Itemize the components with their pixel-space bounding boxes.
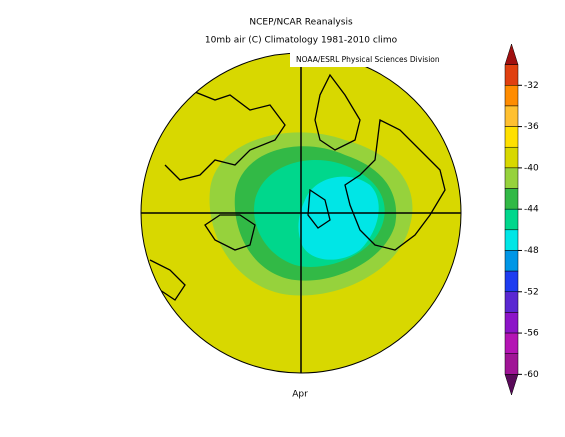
colorbar-segment bbox=[504, 146, 519, 169]
colorbar-segment bbox=[504, 43, 519, 65]
colorbar-segment bbox=[504, 353, 519, 375]
period-label: Apr bbox=[292, 390, 308, 400]
colorbar-label: -44 bbox=[524, 205, 539, 215]
colorbar-segment bbox=[504, 229, 519, 251]
colorbar-label: -60 bbox=[524, 370, 539, 380]
colorbar-segment bbox=[504, 167, 519, 189]
colorbar-segment bbox=[504, 64, 519, 86]
colorbar: -32 -36 -40 -44 -48 -52 -56 -60 bbox=[504, 43, 539, 396]
colorbar-label: -40 bbox=[524, 163, 539, 173]
colorbar-segment bbox=[504, 312, 519, 334]
colorbar-segment bbox=[504, 188, 519, 210]
colorbar-label: -48 bbox=[524, 246, 539, 256]
colorbar-segment bbox=[504, 105, 519, 127]
colorbar-segment bbox=[504, 270, 519, 293]
subtitle: 10mb air (C) Climatology 1981-2010 climo bbox=[205, 36, 398, 46]
colorbar-label: -36 bbox=[524, 122, 539, 132]
attribution-box bbox=[290, 52, 466, 67]
colorbar-label: -56 bbox=[524, 329, 539, 339]
colorbar-segment bbox=[504, 374, 519, 396]
colorbar-segment bbox=[504, 291, 519, 313]
colorbar-segment bbox=[504, 208, 519, 231]
colorbar-label: -52 bbox=[524, 287, 539, 297]
field-contour bbox=[298, 176, 379, 260]
colorbar-segment bbox=[504, 85, 519, 107]
colorbar-label: -32 bbox=[524, 81, 539, 91]
colorbar-segment bbox=[504, 126, 519, 148]
colorbar-segment bbox=[504, 250, 519, 272]
colorbar-segment bbox=[504, 332, 519, 354]
coastlines bbox=[149, 73, 446, 301]
title: NCEP/NCAR Reanalysis bbox=[249, 18, 353, 28]
attribution: NOAA/ESRL Physical Sciences Division bbox=[296, 55, 440, 64]
